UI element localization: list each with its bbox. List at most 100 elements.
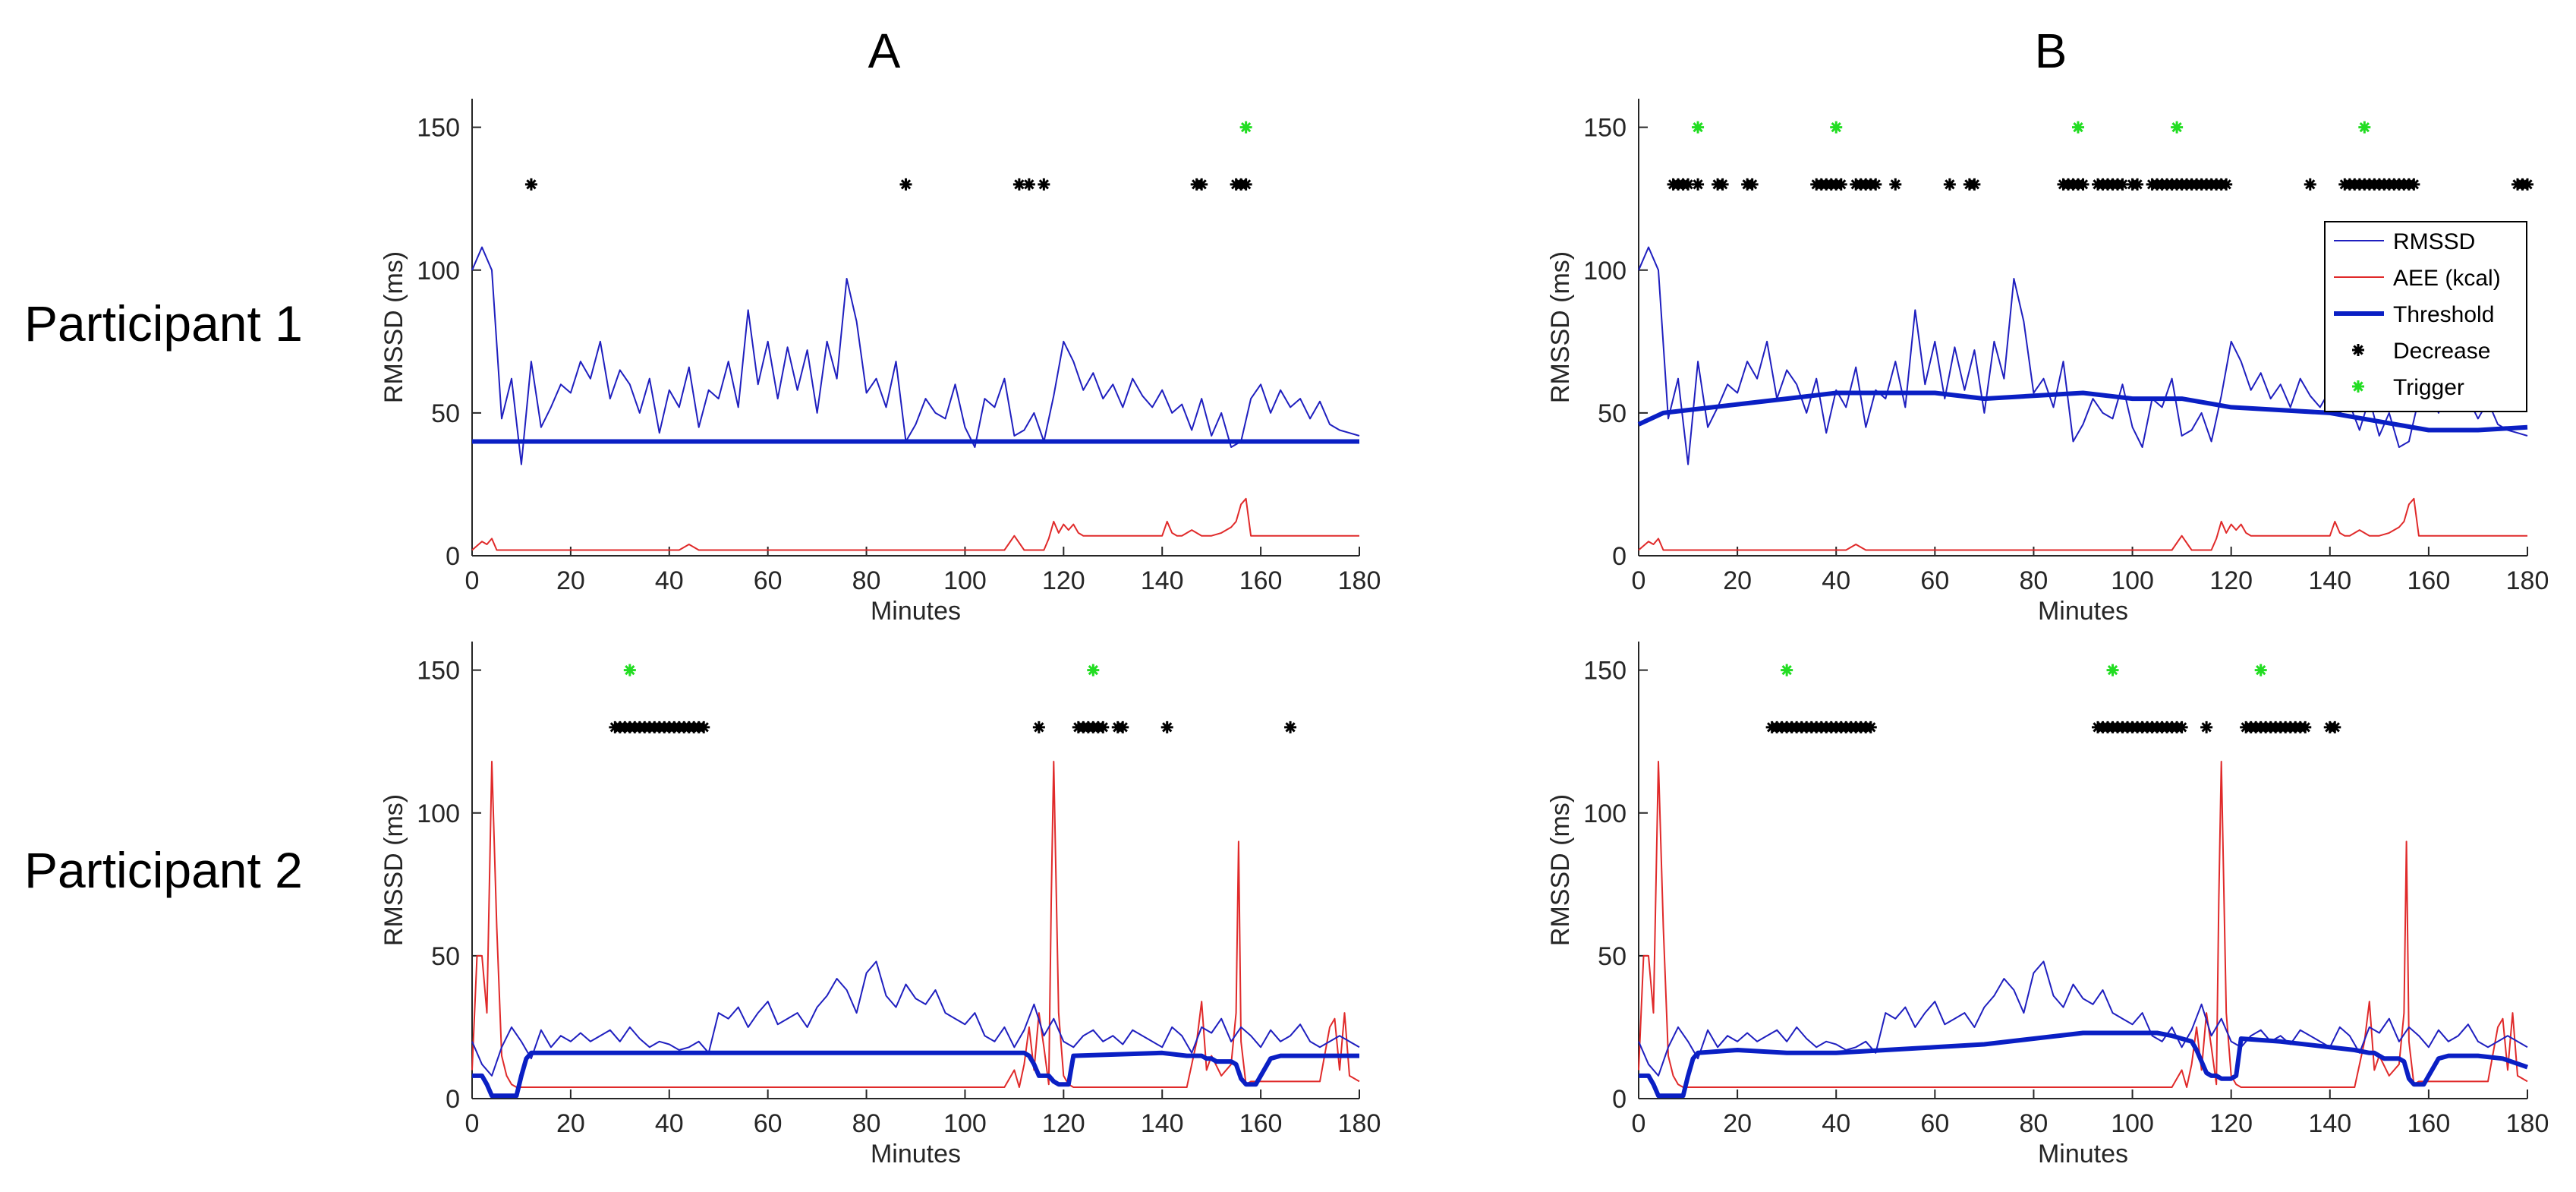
chart-panel-1: 0 20 40 60 80 100 120 140 160 180 0 50 100 150 Minutes… <box>379 99 1381 626</box>
decrease-marker <box>1889 178 1902 191</box>
series-line-aee <box>1638 761 2528 1088</box>
chart-panel-3: 0 20 40 60 80 100 120 140 160 180 0 50 100 150 Minutes… <box>379 642 1381 1168</box>
y-tick-label: 100 <box>1583 799 1627 828</box>
decrease-marker <box>1032 721 1045 733</box>
decrease-marker <box>2521 178 2533 191</box>
trigger-marker <box>623 664 636 676</box>
x-tick-label: 80 <box>2020 1109 2049 1138</box>
trigger-marker <box>2171 121 2184 134</box>
decrease-marker <box>1864 721 1877 733</box>
x-tick-label: 40 <box>655 566 684 595</box>
x-tick-label: 0 <box>1632 1109 1646 1138</box>
x-tick-label: 100 <box>2111 566 2154 595</box>
x-tick-label: 120 <box>1042 1109 1085 1138</box>
y-axis-label: RMSSD (ms) <box>1546 794 1575 946</box>
chart-panel-2: 0 20 40 60 80 100 120 140 160 180 0 50 100 150 Minutes… <box>1546 99 2549 626</box>
series-line-threshold <box>1639 1030 2528 1099</box>
x-tick-label: 120 <box>2209 566 2253 595</box>
legend-label-threshold: Threshold <box>2393 302 2494 327</box>
decrease-marker <box>2175 721 2188 733</box>
y-tick-label: 150 <box>1583 657 1627 686</box>
decrease-marker <box>1239 178 1252 191</box>
trigger-marker <box>1781 664 1793 676</box>
decrease-marker <box>2077 178 2089 191</box>
x-tick-label: 100 <box>943 1109 987 1138</box>
series-line-rmssd <box>471 960 1360 1077</box>
x-tick-label: 120 <box>2209 1109 2253 1138</box>
legend-label-trigger: Trigger <box>2393 375 2464 400</box>
x-axis-label: Minutes <box>871 1140 961 1168</box>
y-tick-label: 0 <box>1612 542 1627 571</box>
series-line-aee <box>1638 497 2527 551</box>
decrease-marker <box>1284 721 1297 733</box>
x-tick-label: 60 <box>754 566 783 595</box>
y-tick-label: 0 <box>446 1085 460 1114</box>
x-axis-label: Minutes <box>2038 597 2128 626</box>
y-axis-label: RMSSD (ms) <box>1546 251 1575 403</box>
x-tick-label: 160 <box>1239 1109 1283 1138</box>
column-label-b: B <box>2034 24 2067 78</box>
y-tick-label: 50 <box>1598 942 1627 971</box>
decrease-marker <box>1968 178 1981 191</box>
series-line-aee <box>471 497 1359 551</box>
decrease-marker <box>2200 721 2213 733</box>
legend-label-decrease: Decrease <box>2393 339 2490 364</box>
y-tick-label: 150 <box>417 114 460 143</box>
series-line-rmssd <box>1638 246 2528 465</box>
trigger-marker <box>1087 664 1100 676</box>
x-tick-label: 20 <box>556 1109 585 1138</box>
decrease-marker <box>899 178 912 191</box>
x-tick-label: 80 <box>852 1109 881 1138</box>
y-tick-label: 0 <box>1612 1085 1627 1114</box>
decrease-marker <box>2116 178 2129 191</box>
legend-swatch-trigger <box>2352 380 2364 393</box>
y-tick-label: 100 <box>417 799 460 828</box>
series-line-aee <box>471 761 1360 1088</box>
decrease-marker <box>1682 178 1695 191</box>
decrease-marker <box>1038 178 1050 191</box>
x-axis-label: Minutes <box>871 597 961 626</box>
x-tick-label: 20 <box>1723 1109 1752 1138</box>
series-line-rmssd <box>471 246 1360 465</box>
decrease-marker <box>1160 721 1173 733</box>
chart-panel-4: 0 20 40 60 80 100 120 140 160 180 0 50 100 150 Minutes… <box>1546 642 2549 1168</box>
x-tick-label: 180 <box>1338 1109 1381 1138</box>
x-tick-label: 140 <box>2308 1109 2351 1138</box>
legend-label-rmssd: RMSSD <box>2393 229 2475 254</box>
x-tick-label: 100 <box>2111 1109 2154 1138</box>
x-tick-label: 140 <box>1141 1109 1184 1138</box>
trigger-marker <box>1830 121 1843 134</box>
y-tick-label: 100 <box>417 257 460 285</box>
decrease-marker <box>1022 178 1035 191</box>
decrease-marker <box>1746 178 1759 191</box>
x-tick-label: 40 <box>1822 566 1850 595</box>
legend: RMSSD AEE (kcal) Threshold Decrease Trigger <box>2324 221 2527 412</box>
trigger-marker <box>2071 121 2084 134</box>
y-tick-label: 50 <box>431 399 460 428</box>
x-axis-label: Minutes <box>2038 1140 2128 1168</box>
x-tick-label: 100 <box>943 566 987 595</box>
x-tick-label: 40 <box>1822 1109 1850 1138</box>
y-tick-label: 150 <box>417 657 460 686</box>
y-tick-label: 0 <box>446 542 460 571</box>
decrease-marker <box>1716 178 1729 191</box>
decrease-marker <box>1869 178 1882 191</box>
series-line-threshold <box>1637 390 2528 433</box>
x-tick-label: 60 <box>754 1109 783 1138</box>
y-tick-label: 50 <box>431 942 460 971</box>
x-tick-label: 180 <box>1338 566 1381 595</box>
x-tick-label: 160 <box>2408 566 2451 595</box>
y-tick-label: 100 <box>1583 257 1627 285</box>
column-label-a: A <box>868 24 901 78</box>
decrease-marker <box>2329 721 2341 733</box>
x-tick-label: 20 <box>1723 566 1752 595</box>
trigger-marker <box>2358 121 2371 134</box>
y-tick-label: 150 <box>1583 114 1627 143</box>
series-line-rmssd <box>1638 960 2528 1077</box>
x-tick-label: 60 <box>1920 1109 1949 1138</box>
series-line-threshold <box>472 1050 1359 1099</box>
y-tick-label: 50 <box>1598 399 1627 428</box>
x-tick-label: 140 <box>1141 566 1184 595</box>
decrease-marker <box>1012 178 1025 191</box>
